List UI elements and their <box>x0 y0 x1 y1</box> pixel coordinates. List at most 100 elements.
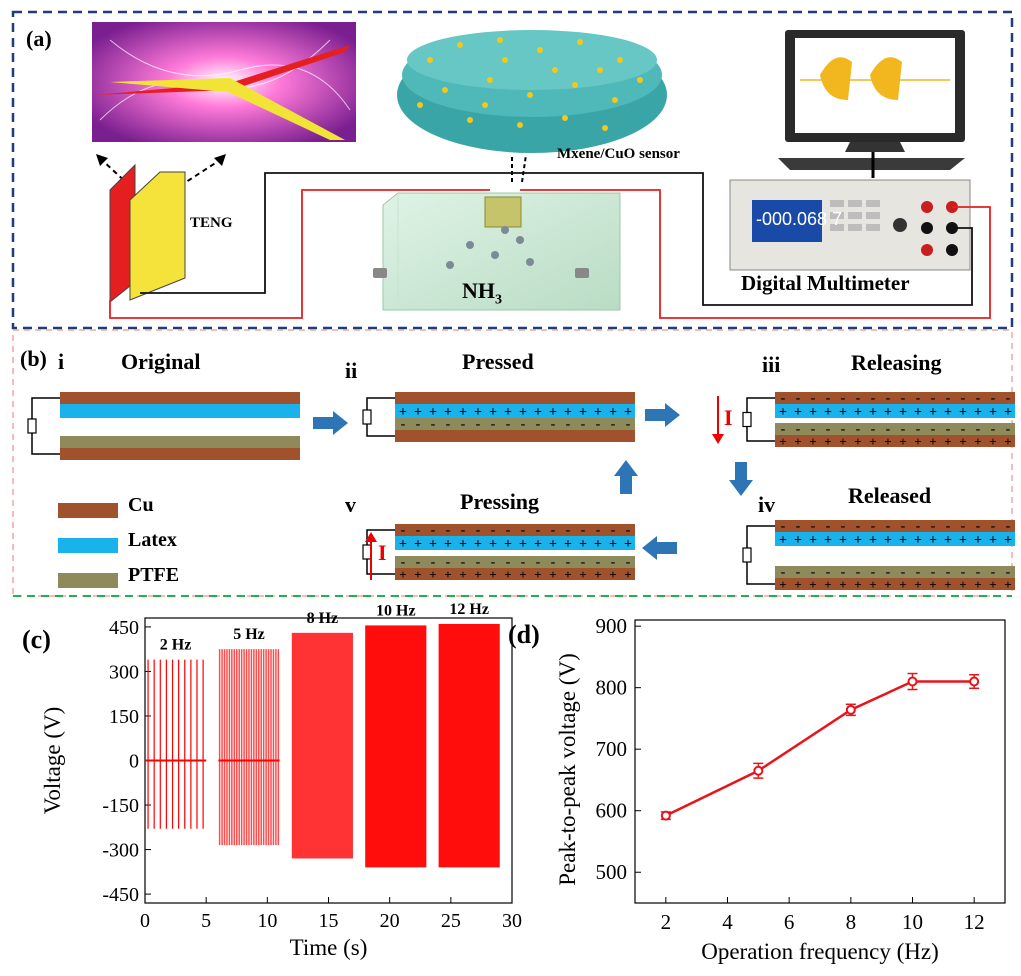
svg-text:+: + <box>899 434 906 449</box>
svg-text:-: - <box>826 391 831 406</box>
series-label: 2 Hz <box>160 637 192 654</box>
legend-cu-label: Cu <box>128 494 154 516</box>
svg-text:-: - <box>626 523 631 538</box>
series-10-hz <box>365 625 427 868</box>
svg-text:-: - <box>416 417 421 432</box>
svg-text:+: + <box>839 405 847 420</box>
svg-text:+: + <box>624 537 632 552</box>
data-point <box>907 672 918 691</box>
svg-text:+: + <box>854 533 862 548</box>
panel-d-ytick-label: 600 <box>596 799 628 823</box>
wiring <box>109 172 991 319</box>
svg-text:-: - <box>1006 565 1011 580</box>
cuo-particles <box>417 37 643 131</box>
panel-c-xtick-label: 30 <box>502 910 522 932</box>
svg-text:+: + <box>504 405 512 420</box>
svg-text:+: + <box>504 567 511 582</box>
data-point <box>660 810 671 821</box>
svg-text:-: - <box>446 555 451 570</box>
svg-text:-: - <box>781 565 786 580</box>
computer-monitor <box>778 30 965 178</box>
stage-iii-roman: iii <box>762 352 781 377</box>
svg-text:+: + <box>444 567 451 582</box>
svg-text:-: - <box>476 523 481 538</box>
series-5-hz <box>218 649 280 846</box>
svg-text:+: + <box>564 405 572 420</box>
svg-text:+: + <box>794 577 801 592</box>
svg-text:+: + <box>824 533 832 548</box>
panel-b-label: (b) <box>20 346 47 371</box>
svg-text:-: - <box>506 523 511 538</box>
svg-text:+: + <box>399 537 407 552</box>
svg-text:-: - <box>491 417 496 432</box>
data-point <box>753 762 764 779</box>
panel-a-illustration <box>92 22 991 319</box>
svg-text:+: + <box>884 434 891 449</box>
svg-text:+: + <box>414 405 422 420</box>
arrow-pressing-to-pressed <box>614 460 638 494</box>
svg-text:-: - <box>596 523 601 538</box>
svg-text:-: - <box>901 391 906 406</box>
stage-iii-title: Releasing <box>851 350 942 375</box>
series-8-hz <box>291 632 353 859</box>
svg-text:+: + <box>624 567 631 582</box>
svg-text:-: - <box>796 422 801 437</box>
svg-text:+: + <box>914 434 921 449</box>
svg-text:+: + <box>609 537 617 552</box>
svg-text:-: - <box>566 523 571 538</box>
svg-text:+: + <box>399 405 407 420</box>
svg-text:+: + <box>824 577 831 592</box>
current-label-releasing: I <box>724 405 733 430</box>
panel-d-xtick-label: 12 <box>964 910 985 934</box>
svg-text:+: + <box>884 533 892 548</box>
panel-d-ytick-label: 800 <box>596 676 628 700</box>
svg-text:+: + <box>839 577 846 592</box>
stage-iv-roman: iv <box>758 492 776 517</box>
legend-ptfe-label: PTFE <box>128 564 180 586</box>
gas-chamber <box>373 192 621 311</box>
panel-c-xtick-label: 15 <box>319 910 339 932</box>
stage-v-roman: v <box>345 492 356 517</box>
panel-c-ytick-label: 0 <box>129 751 139 773</box>
svg-text:-: - <box>401 523 406 538</box>
svg-text:+: + <box>869 405 877 420</box>
svg-text:-: - <box>931 422 936 437</box>
svg-text:+: + <box>594 537 602 552</box>
svg-text:-: - <box>476 555 481 570</box>
svg-text:+: + <box>534 567 541 582</box>
panel-c-ytick-label: -450 <box>102 884 139 906</box>
svg-text:+: + <box>399 567 406 582</box>
svg-text:-: - <box>446 417 451 432</box>
svg-text:+: + <box>474 537 482 552</box>
svg-text:-: - <box>536 523 541 538</box>
panel-d-xtick-label: 2 <box>661 910 672 934</box>
current-label-pressing: I <box>378 540 387 565</box>
svg-text:-: - <box>811 519 816 534</box>
panel-d-ytick-label: 900 <box>596 614 628 638</box>
svg-text:+: + <box>429 405 437 420</box>
data-point <box>969 674 980 690</box>
svg-text:+: + <box>989 434 996 449</box>
series-label: 12 Hz <box>449 601 489 618</box>
svg-text:+: + <box>459 405 467 420</box>
panel-c-xtick-label: 10 <box>257 910 277 932</box>
panel-c-ytick-label: 150 <box>109 706 139 728</box>
series-label: 8 Hz <box>307 610 339 627</box>
svg-text:-: - <box>871 391 876 406</box>
panel-c-ylabel: Voltage (V) <box>40 707 65 815</box>
svg-text:-: - <box>551 417 556 432</box>
svg-text:-: - <box>916 519 921 534</box>
svg-text:+: + <box>594 405 602 420</box>
svg-text:+: + <box>944 434 951 449</box>
svg-text:+: + <box>854 405 862 420</box>
svg-text:-: - <box>976 519 981 534</box>
svg-text:+: + <box>899 577 906 592</box>
svg-text:+: + <box>974 577 981 592</box>
svg-text:+: + <box>824 405 832 420</box>
svg-text:+: + <box>609 405 617 420</box>
svg-text:-: - <box>886 422 891 437</box>
svg-text:+: + <box>929 434 936 449</box>
svg-text:-: - <box>781 519 786 534</box>
svg-text:-: - <box>536 555 541 570</box>
